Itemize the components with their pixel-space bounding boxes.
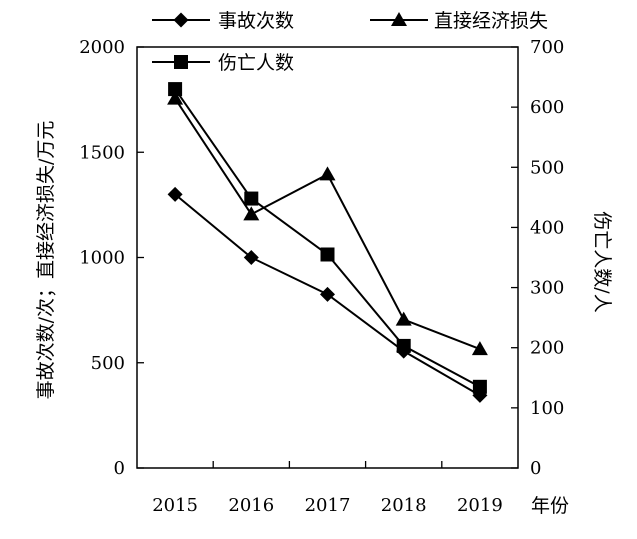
y-right-tick-label: 600: [530, 97, 564, 118]
y-left-tick-label: 1000: [79, 248, 125, 269]
x-tick-label: 2015: [152, 495, 198, 516]
y-right-tick-label: 700: [530, 37, 564, 58]
legend-label: 直接经济损失: [434, 10, 548, 32]
data-point-square: [472, 379, 487, 394]
x-tick-label: 2017: [305, 495, 351, 516]
y-left-axis-label: 事故次数/次；直接经济损失/万元: [35, 121, 57, 400]
y-left-tick-label: 1500: [79, 142, 125, 163]
data-point-triangle: [471, 341, 488, 356]
y-right-tick-label: 400: [530, 217, 564, 238]
x-axis-label: 年份: [531, 495, 569, 517]
data-point-triangle: [319, 166, 336, 181]
y-right-tick-label: 300: [530, 278, 564, 299]
left-axis: 0 500 1000 1500 2000: [79, 37, 144, 479]
y-right-axis-label: 伤亡人数/人: [591, 211, 613, 312]
y-right-tick-label: 200: [530, 338, 564, 359]
y-left-tick-label: 2000: [79, 37, 125, 58]
y-left-tick-label: 0: [114, 458, 125, 479]
series-square: [168, 82, 487, 394]
legend-item: 直接经济损失: [370, 10, 548, 32]
y-right-tick-label: 0: [530, 458, 541, 479]
data-point-square: [320, 247, 335, 262]
series-triangle: [167, 90, 488, 356]
data-point-triangle: [243, 206, 260, 221]
series-layer: [167, 82, 488, 403]
series-line: [174, 98, 481, 351]
data-point-square: [396, 338, 411, 353]
data-point-diamond: [243, 250, 259, 265]
data-point-square: [244, 191, 259, 206]
legend-marker-triangle: [391, 12, 407, 26]
right-axis: 0 100 200 300 400 500 600 700: [511, 37, 564, 479]
x-axis: 2015 2016 2017 2018 2019: [152, 461, 503, 516]
y-left-tick-label: 500: [91, 353, 125, 374]
series-diamond: [167, 186, 488, 403]
y-right-tick-label: 100: [530, 398, 564, 419]
data-point-triangle: [395, 311, 412, 326]
data-point-diamond: [167, 186, 183, 202]
legend-item: 伤亡人数: [152, 52, 294, 74]
x-tick-label: 2018: [381, 495, 427, 516]
x-tick-label: 2016: [228, 495, 274, 516]
data-point-triangle: [167, 90, 184, 105]
legend-label: 伤亡人数: [218, 52, 294, 74]
x-tick-label: 2019: [457, 495, 503, 516]
legend-item: 事故次数: [152, 10, 294, 32]
data-point-square: [168, 82, 183, 97]
y-right-tick-label: 500: [530, 157, 564, 178]
data-point-diamond: [320, 286, 335, 302]
series-line: [174, 88, 481, 388]
legend-marker-diamond: [173, 12, 189, 28]
legend-marker-square: [174, 55, 188, 69]
legend-label: 事故次数: [218, 10, 294, 32]
